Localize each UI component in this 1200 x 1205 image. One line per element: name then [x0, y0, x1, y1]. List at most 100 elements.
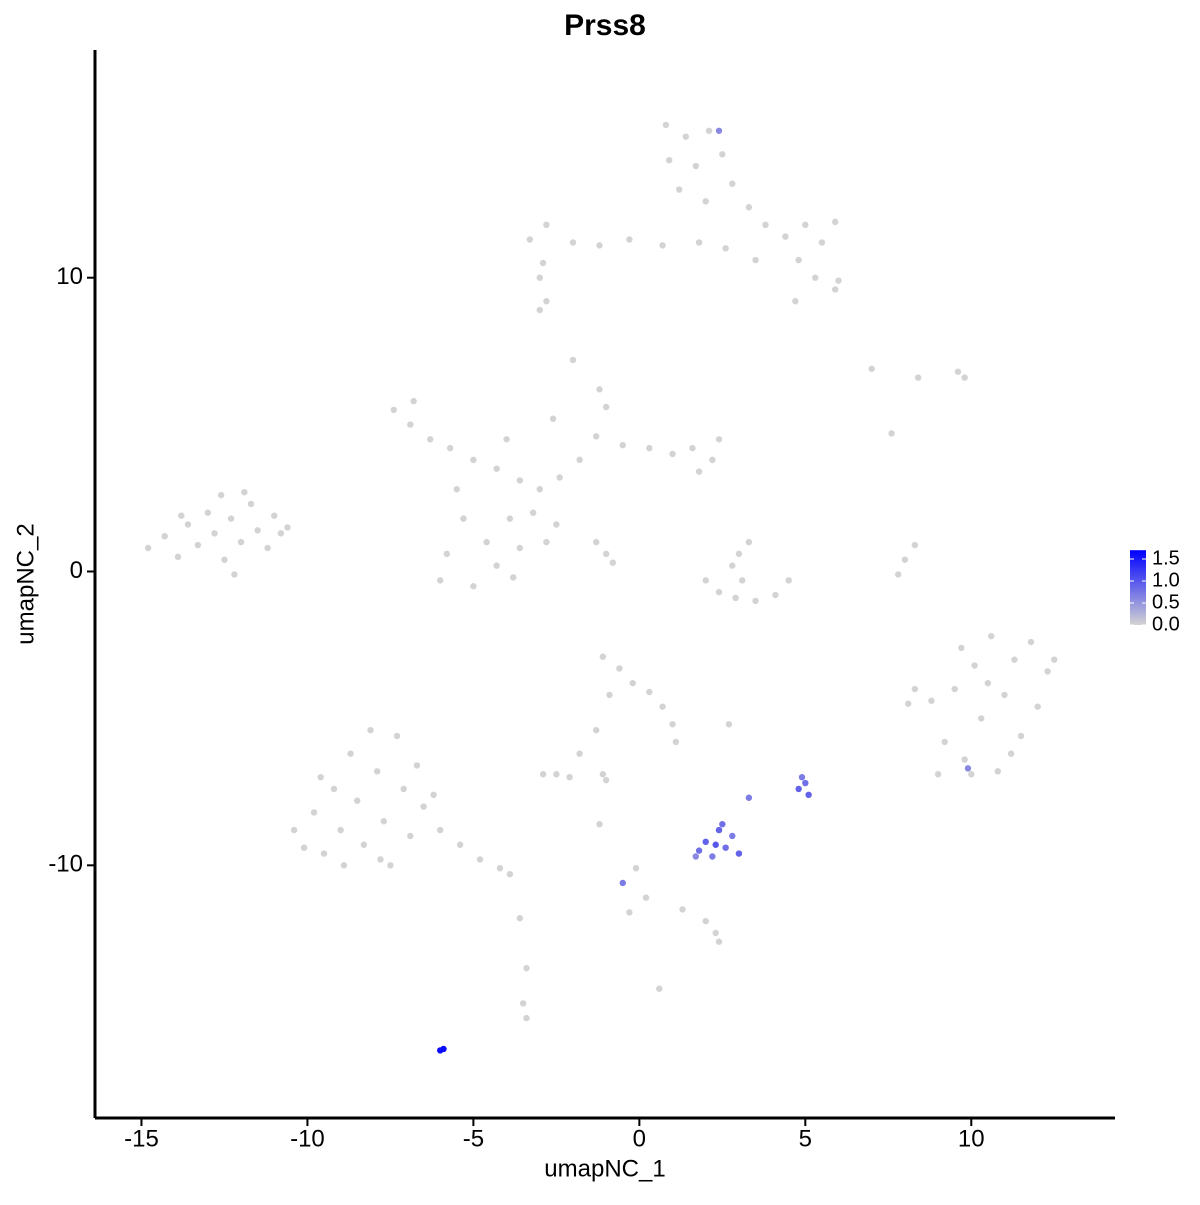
point	[284, 524, 291, 531]
point	[539, 771, 547, 778]
x-axis-label: umapNC_1	[544, 1155, 665, 1182]
point	[1007, 750, 1015, 757]
point	[556, 474, 563, 481]
point	[702, 917, 709, 925]
point	[659, 242, 666, 249]
point	[599, 653, 607, 660]
point	[1011, 656, 1018, 663]
point	[672, 738, 680, 746]
chart-title: Prss8	[564, 9, 646, 42]
point	[905, 700, 912, 707]
point	[961, 756, 968, 763]
point	[792, 298, 799, 305]
point	[795, 256, 802, 264]
point	[729, 832, 736, 840]
point	[692, 853, 699, 860]
point	[715, 588, 723, 596]
point	[400, 785, 407, 793]
point	[456, 841, 464, 848]
point	[506, 870, 514, 878]
point	[1001, 691, 1008, 699]
point	[642, 894, 650, 901]
point	[619, 441, 626, 449]
point	[437, 577, 444, 584]
x-tick-label: -15	[124, 1125, 159, 1152]
point	[715, 938, 723, 945]
point	[440, 1045, 447, 1053]
point	[310, 809, 318, 816]
point	[330, 785, 338, 793]
point	[460, 515, 467, 522]
point	[373, 768, 381, 775]
point	[719, 820, 726, 828]
point	[752, 597, 759, 605]
point	[812, 274, 819, 281]
point	[178, 512, 185, 519]
point	[725, 721, 733, 728]
point	[493, 465, 500, 472]
point	[277, 530, 285, 537]
point	[1044, 668, 1051, 675]
point	[818, 239, 826, 246]
point	[519, 1000, 527, 1007]
point	[596, 386, 603, 393]
point	[689, 444, 696, 452]
point	[526, 236, 534, 243]
point	[576, 456, 583, 464]
point	[300, 844, 308, 851]
point	[722, 245, 729, 252]
colorbar-tick-label: 1.5	[1152, 547, 1180, 569]
x-tick-label: 5	[799, 1125, 812, 1152]
point	[593, 433, 600, 440]
point	[695, 239, 703, 246]
point	[367, 726, 374, 734]
point	[602, 776, 610, 784]
point	[523, 964, 530, 972]
point	[626, 909, 633, 916]
point	[646, 688, 653, 696]
point	[646, 444, 653, 452]
point	[470, 456, 477, 464]
point	[712, 929, 719, 937]
point	[971, 662, 978, 669]
point	[413, 762, 421, 769]
point	[510, 574, 517, 581]
point	[762, 221, 769, 229]
point	[470, 583, 477, 590]
point	[901, 556, 909, 563]
point	[420, 803, 427, 810]
point	[516, 915, 524, 922]
point	[772, 591, 779, 599]
point	[802, 779, 809, 787]
point	[536, 486, 543, 493]
point	[782, 233, 789, 240]
point	[593, 726, 600, 734]
point	[553, 771, 560, 778]
point	[702, 838, 709, 846]
y-tick-label: -10	[48, 851, 83, 878]
point	[695, 847, 703, 854]
point	[593, 538, 600, 546]
point	[968, 771, 975, 778]
point	[174, 553, 182, 561]
point	[536, 306, 543, 314]
point	[602, 550, 610, 558]
point	[539, 259, 547, 267]
point	[1017, 732, 1025, 740]
colorbar-tick-label: 0.5	[1152, 591, 1180, 613]
point	[437, 826, 444, 834]
point	[493, 562, 500, 569]
point	[599, 771, 607, 778]
y-tick-label: 10	[56, 263, 83, 290]
point	[616, 665, 623, 672]
point	[719, 151, 726, 158]
colorbar-tick-label: 0.0	[1152, 613, 1180, 635]
point	[161, 533, 168, 540]
point	[994, 768, 1002, 775]
point	[1051, 656, 1058, 663]
point	[675, 186, 683, 193]
colorbar	[1130, 550, 1146, 625]
point	[798, 773, 806, 781]
point	[217, 491, 225, 499]
point	[380, 818, 387, 825]
